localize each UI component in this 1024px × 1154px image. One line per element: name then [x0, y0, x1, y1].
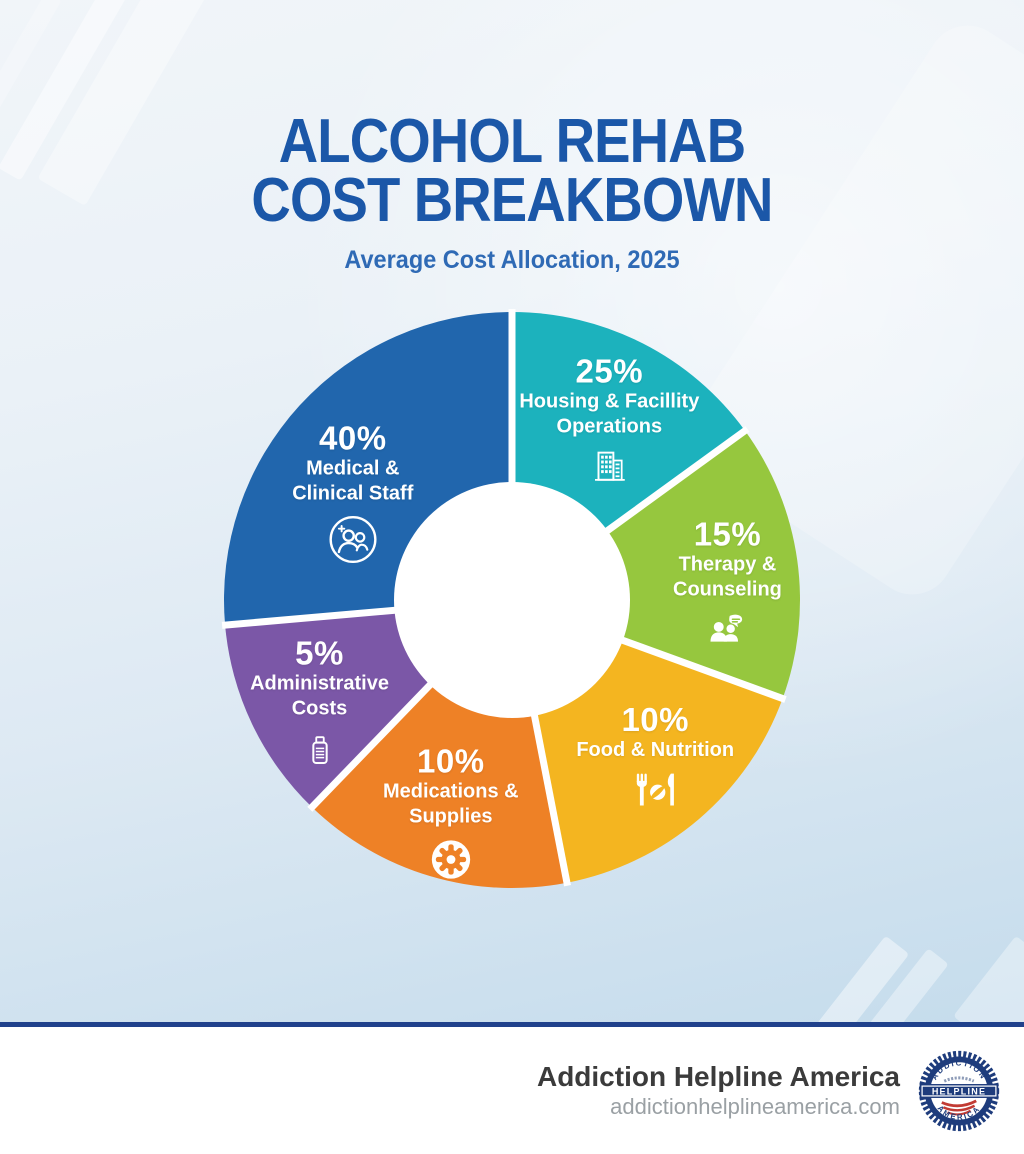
segment-label-line: Supplies — [409, 805, 493, 828]
segment-label-administrative-costs: 5% Administrative Costs — [213, 634, 427, 773]
badge-flag-stripe — [942, 1104, 976, 1111]
segment-percentage: 15% — [693, 515, 762, 553]
page-subtitle: Average Cost Allocation, 2025 — [344, 246, 680, 274]
pie-segment-therapy-counseling — [512, 430, 800, 699]
gear-icon — [344, 837, 558, 883]
segment-percentage: 10% — [417, 742, 485, 780]
helpline-badge-logo: ADDICTION AMERICA HELPLINE — [918, 1050, 1000, 1131]
brand-block: Addiction Helpline America addictionhelp… — [537, 1061, 900, 1120]
title-line-2: COST BREAKBOWN — [251, 166, 773, 235]
segment-percentage: 5% — [295, 634, 344, 672]
footer: Addiction Helpline America addictionhelp… — [0, 1027, 1024, 1154]
badge-banner-border — [921, 1084, 997, 1097]
segment-label-line: Medical & — [306, 457, 400, 480]
segment-label-line: Medications & — [383, 780, 519, 803]
segment-label-line: Counseling — [673, 578, 782, 601]
segment-label-line: Housing & Facillity — [519, 390, 700, 413]
header: ALCOHOL REHAB COST BREAKBOWN Average Cos… — [0, 111, 1024, 275]
segment-percentage: 40% — [319, 419, 387, 457]
page-title: ALCOHOL REHAB COST BREAKBOWN — [61, 111, 962, 232]
footer-content: Addiction Helpline America addictionhelp… — [537, 1027, 1000, 1154]
segment-percentage: 25% — [575, 352, 644, 390]
title-line-1: ALCOHOL REHAB — [278, 107, 746, 176]
badge-chain — [943, 1075, 975, 1083]
segment-label-line: Food & Nutrition — [576, 739, 735, 762]
segment-label-line: Operations — [556, 415, 663, 438]
segment-label-line: Therapy & — [678, 553, 777, 576]
segment-label-medications-supplies: 10% Medications & Supplies — [344, 742, 558, 883]
badge-middle-text: HELPLINE — [932, 1086, 986, 1096]
brand-website: addictionhelplineamerica.com — [610, 1094, 900, 1119]
badge-flag-stripe — [947, 1109, 972, 1115]
segment-percentage: 10% — [621, 701, 689, 739]
building-icon — [502, 446, 716, 488]
counseling-icon — [620, 609, 834, 653]
brand-name: Addiction Helpline America — [536, 1061, 900, 1092]
segment-label-therapy-counseling: 15% Therapy & Counseling — [620, 516, 834, 653]
footer-divider — [0, 1022, 1024, 1027]
segment-label-medical-clinical-staff: 40% Medical & Clinical Staff — [246, 420, 460, 565]
pill-bottle-icon — [213, 729, 427, 773]
donut-hole — [394, 482, 630, 718]
segment-label-housing-facillity-operations: 25% Housing & Facillity Operations — [502, 353, 716, 488]
segment-label-line: Costs — [291, 697, 348, 720]
medical-staff-icon — [246, 513, 460, 565]
segment-label-line: Administrative — [250, 672, 389, 695]
food-icon — [548, 770, 762, 810]
segment-label-line: Clinical Staff — [292, 482, 414, 505]
badge-flag-stripe — [941, 1099, 977, 1107]
segment-label-food-nutrition: 10% Food & Nutrition — [548, 702, 762, 810]
badge-banner — [919, 1083, 999, 1098]
